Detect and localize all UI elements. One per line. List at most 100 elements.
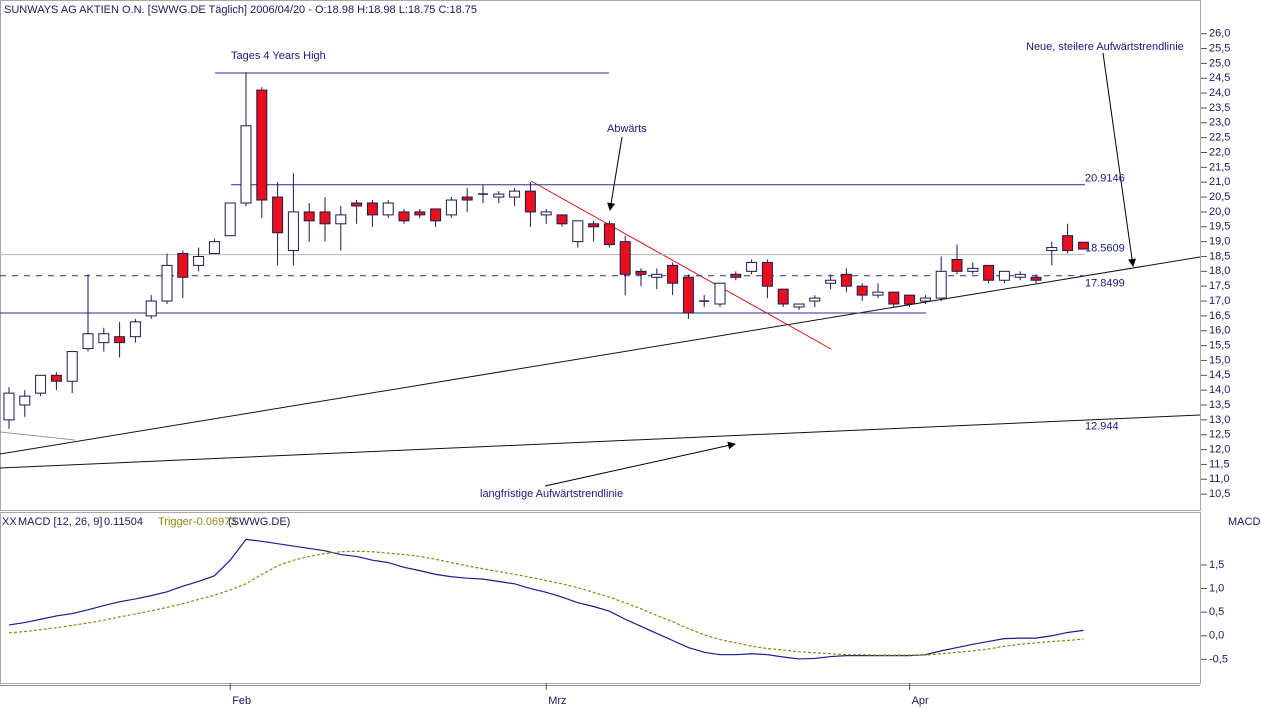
y-tick-label: 23,0 (1209, 117, 1230, 129)
x-tick-label: Apr (912, 695, 929, 707)
y-tick-label: 1,5 (1209, 559, 1224, 571)
candle-body (714, 282, 726, 305)
y-tick-label: 19,0 (1209, 236, 1230, 248)
y-tick-label: 20,0 (1209, 206, 1230, 218)
candle-body (572, 220, 584, 243)
candle-body (919, 297, 931, 302)
level-label: 17.8499 (1085, 278, 1125, 290)
candle-body (193, 255, 205, 266)
candle-body (208, 241, 220, 255)
legend-entry: MACD [12, 26, 9] (18, 516, 102, 528)
y-axis-label: MACD (1228, 516, 1260, 528)
candle-body (509, 190, 521, 198)
y-tick-label: 14,5 (1209, 369, 1230, 381)
y-tick-label: 15,5 (1209, 340, 1230, 352)
arrow (607, 136, 623, 211)
candle-body (619, 241, 631, 275)
steep-trendline (0, 256, 1201, 455)
candle-body (366, 202, 378, 216)
y-tick-label: 22,0 (1209, 146, 1230, 158)
candle-body (524, 190, 536, 213)
y-tick-label: 21,0 (1209, 176, 1230, 188)
x-tick-label: Feb (232, 695, 251, 707)
candle-body (682, 276, 694, 314)
y-tick-label: 11,5 (1209, 458, 1230, 470)
candle-body (967, 267, 979, 272)
legend-symbol: (SWWG.DE) (228, 516, 290, 528)
y-tick-label: 10,5 (1209, 488, 1230, 500)
legend-value: -0.06973 (193, 516, 236, 528)
candle-body (35, 374, 47, 394)
candle-body (114, 336, 126, 344)
candle-body (1014, 273, 1026, 278)
y-tick-label: 23,5 (1209, 102, 1230, 114)
y-tick-label: 21,5 (1209, 161, 1230, 173)
candle-body (256, 89, 268, 201)
candle-body (556, 214, 568, 225)
candle-body (414, 211, 426, 216)
level-label: 20.9146 (1085, 173, 1125, 185)
candle-body (809, 297, 821, 302)
y-tick-label: 13,0 (1209, 414, 1230, 426)
y-tick-label: 1,0 (1209, 582, 1224, 594)
candle-body (303, 211, 315, 222)
y-tick-label: 12,5 (1209, 429, 1230, 441)
long-trendline (0, 414, 1201, 469)
candle-body (746, 261, 758, 272)
y-tick-label: 11,0 (1209, 473, 1230, 485)
y-tick-label: 0,5 (1209, 606, 1224, 618)
candle-body (461, 196, 473, 201)
candle-body (730, 273, 742, 278)
y-tick-label: 16,5 (1209, 310, 1230, 322)
y-tick-label: 17,5 (1209, 280, 1230, 292)
y-tick-label: 15,0 (1209, 354, 1230, 366)
candle-body (1046, 247, 1058, 252)
candle-body (635, 270, 647, 275)
candle-body (825, 279, 837, 284)
candle-body (19, 395, 31, 406)
legend-value: 0.11504 (104, 516, 143, 528)
arrow (1102, 52, 1136, 267)
candle-body (651, 273, 663, 278)
candle-body (382, 202, 394, 216)
candle-body (1030, 276, 1042, 281)
candle-body (319, 211, 331, 225)
y-tick-label: 24,0 (1209, 87, 1230, 99)
y-tick-label: 18,0 (1209, 265, 1230, 277)
candle-body (888, 291, 900, 305)
candle-body (856, 285, 868, 296)
macd-line (8, 550, 1084, 656)
y-tick-label: 22,5 (1209, 132, 1230, 144)
macd-panel (0, 512, 1201, 684)
candle-body (951, 258, 963, 272)
candle-body (998, 270, 1010, 281)
candle-body (161, 264, 173, 302)
candle-body (777, 288, 789, 305)
candle-body (129, 321, 141, 338)
candle-body (1062, 235, 1074, 252)
price-panel (0, 0, 1201, 511)
annotation: Tages 4 Years High (231, 50, 326, 62)
candle-body (430, 208, 442, 222)
candle-body (588, 223, 600, 228)
candle-body (3, 392, 15, 421)
x-tick-label: Mrz (548, 695, 566, 707)
candle-body (540, 211, 552, 216)
y-tick-label: 13,5 (1209, 399, 1230, 411)
y-tick-label: 25,5 (1209, 42, 1230, 54)
candle-body (287, 211, 299, 252)
trendline-label: 12.944 (1085, 420, 1119, 432)
candle-body (493, 193, 505, 198)
y-tick-label: 17,0 (1209, 295, 1230, 307)
macd-prefix: XX (2, 516, 17, 528)
y-tick-label: -0,5 (1209, 653, 1228, 665)
candle-body (177, 253, 189, 278)
y-tick-label: 16,0 (1209, 325, 1230, 337)
down-trendline (530, 180, 832, 350)
arrow (544, 441, 736, 487)
candle-body (904, 294, 916, 305)
candle-body (1077, 241, 1089, 250)
candle-body (761, 261, 773, 287)
annotation: Abwärts (607, 123, 647, 135)
